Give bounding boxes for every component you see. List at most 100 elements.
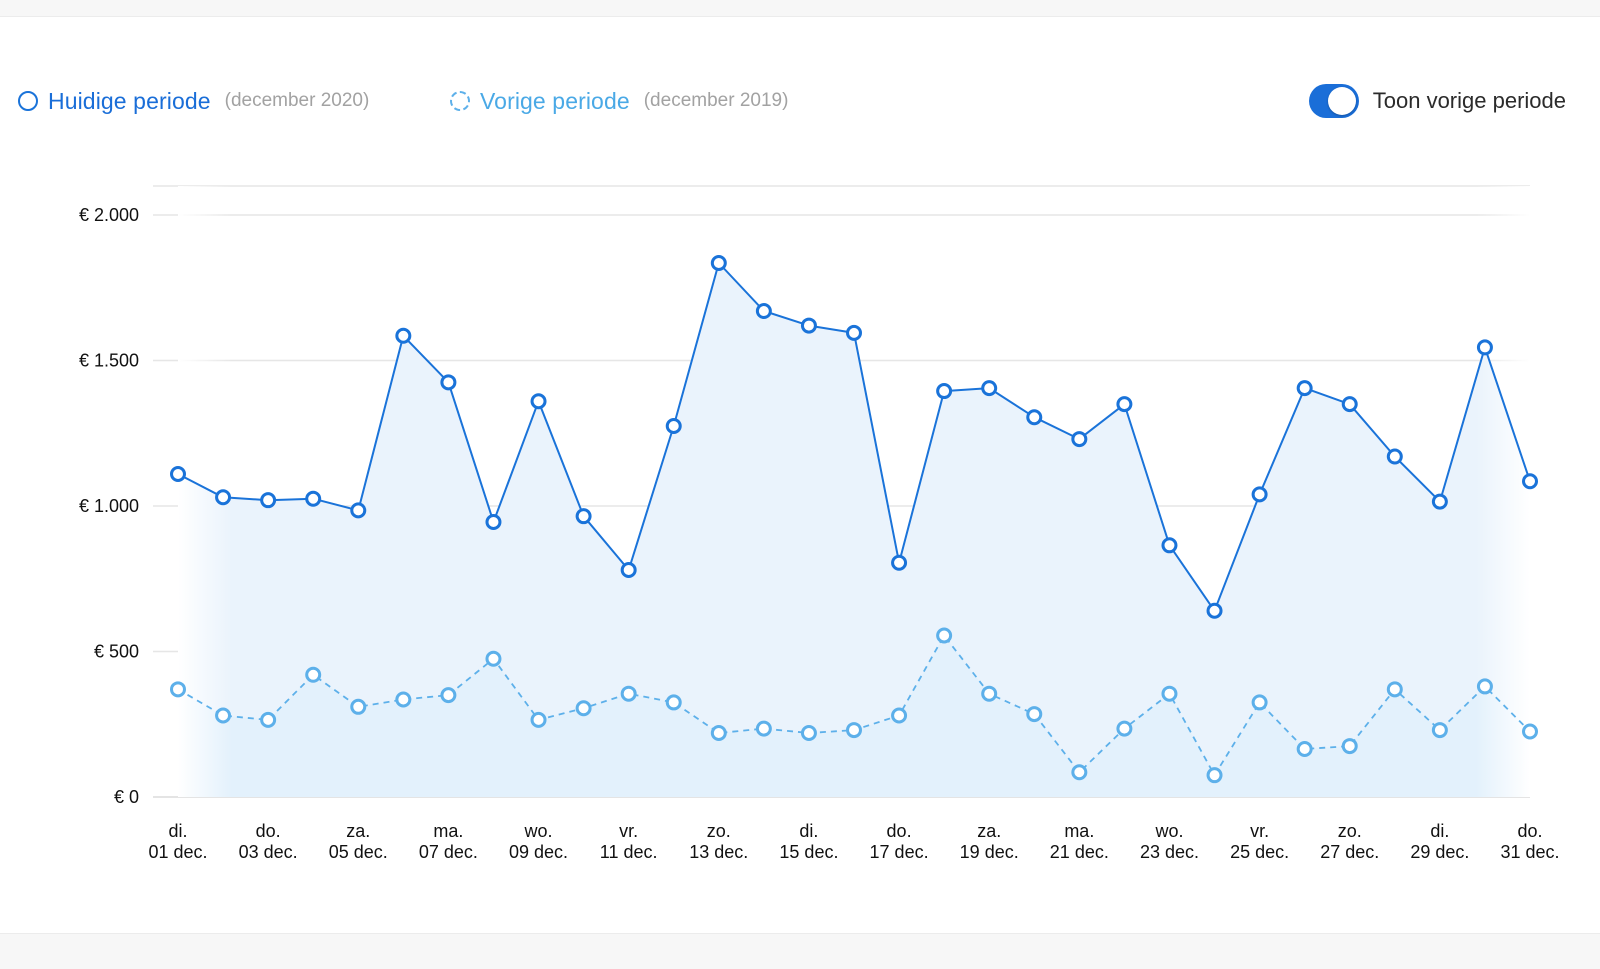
- data-point-current[interactable]: [1476, 339, 1493, 356]
- data-point-current[interactable]: [1386, 448, 1403, 465]
- x-tick-label: ma.21 dec.: [1050, 821, 1109, 862]
- x-tick-day: wo.: [524, 821, 553, 841]
- x-tick-date: 05 dec.: [329, 842, 388, 862]
- x-tick-day: vr.: [1250, 821, 1269, 841]
- data-point-previous[interactable]: [665, 694, 682, 711]
- data-point-previous[interactable]: [1386, 681, 1403, 698]
- data-point-previous[interactable]: [981, 685, 998, 702]
- data-point-previous[interactable]: [395, 691, 412, 708]
- data-point-previous[interactable]: [485, 650, 502, 667]
- data-point-previous[interactable]: [755, 720, 772, 737]
- x-tick-date: 25 dec.: [1230, 842, 1289, 862]
- data-point-previous[interactable]: [1206, 767, 1223, 784]
- data-point-current[interactable]: [665, 417, 682, 434]
- x-tick-date: 23 dec.: [1140, 842, 1199, 862]
- data-point-current[interactable]: [215, 489, 232, 506]
- x-tick-day: vr.: [619, 821, 638, 841]
- show-previous-period-toggle[interactable]: [1308, 84, 1359, 118]
- x-tick-day: zo.: [707, 821, 731, 841]
- data-point-current[interactable]: [1071, 431, 1088, 448]
- data-point-current[interactable]: [260, 492, 277, 509]
- data-point-current[interactable]: [530, 393, 547, 410]
- data-point-current[interactable]: [350, 502, 367, 519]
- x-tick-day: do.: [1517, 821, 1542, 841]
- data-point-current[interactable]: [485, 514, 502, 531]
- data-point-current[interactable]: [1522, 473, 1538, 490]
- x-tick-date: 19 dec.: [960, 842, 1019, 862]
- data-point-current[interactable]: [440, 374, 457, 391]
- data-point-current[interactable]: [1431, 493, 1448, 510]
- data-point-current[interactable]: [846, 324, 862, 341]
- x-tick-label: di.15 dec.: [779, 821, 838, 862]
- data-point-previous[interactable]: [305, 666, 322, 683]
- x-tick-day: ma.: [1064, 821, 1094, 841]
- data-point-current[interactable]: [1026, 409, 1043, 426]
- show-previous-period-label: Toon vorige periode: [1372, 88, 1566, 113]
- data-point-current[interactable]: [981, 380, 998, 397]
- x-tick-label: zo.13 dec.: [689, 821, 748, 862]
- data-point-current[interactable]: [936, 383, 953, 400]
- x-tick-label: do.17 dec.: [870, 821, 929, 862]
- y-tick-label: € 0: [114, 787, 139, 807]
- data-point-previous[interactable]: [936, 627, 953, 644]
- data-point-current[interactable]: [1251, 486, 1268, 503]
- x-tick-label: ma.07 dec.: [419, 821, 478, 862]
- data-point-previous[interactable]: [1026, 706, 1043, 723]
- data-point-previous[interactable]: [215, 707, 232, 724]
- x-tick-date: 01 dec.: [148, 842, 207, 862]
- data-point-previous[interactable]: [575, 700, 592, 717]
- data-point-previous[interactable]: [170, 681, 186, 698]
- x-tick-label: wo.09 dec.: [509, 821, 568, 862]
- data-point-previous[interactable]: [1161, 685, 1178, 702]
- data-point-previous[interactable]: [846, 722, 862, 739]
- x-tick-date: 07 dec.: [419, 842, 478, 862]
- data-point-previous[interactable]: [1071, 764, 1088, 781]
- legend-current-period[interactable]: Huidige periode (december 2020): [18, 86, 369, 116]
- data-point-previous[interactable]: [1296, 740, 1313, 757]
- data-point-previous[interactable]: [350, 698, 367, 715]
- series-points: [170, 255, 1538, 784]
- data-point-current[interactable]: [395, 327, 412, 344]
- x-tick-date: 15 dec.: [779, 842, 838, 862]
- data-point-previous[interactable]: [1251, 694, 1268, 711]
- legend-previous-period[interactable]: Vorige periode (december 2019): [450, 86, 788, 116]
- data-point-previous[interactable]: [440, 687, 457, 704]
- data-point-current[interactable]: [1296, 380, 1313, 397]
- x-tick-day: za.: [346, 821, 370, 841]
- x-tick-day: wo.: [1154, 821, 1183, 841]
- data-point-current[interactable]: [755, 303, 772, 320]
- x-tick-label: za.05 dec.: [329, 821, 388, 862]
- y-tick-label: € 1.500: [79, 351, 139, 371]
- data-point-previous[interactable]: [620, 685, 637, 702]
- data-point-previous[interactable]: [1476, 678, 1493, 695]
- data-point-previous[interactable]: [1341, 738, 1358, 755]
- data-point-previous[interactable]: [260, 711, 277, 728]
- area-edge-fade: [178, 186, 1530, 797]
- data-point-previous[interactable]: [800, 724, 817, 741]
- x-tick-date: 27 dec.: [1320, 842, 1379, 862]
- data-point-previous[interactable]: [1431, 722, 1448, 739]
- x-tick-day: do.: [256, 821, 281, 841]
- data-point-previous[interactable]: [1116, 720, 1133, 737]
- data-point-current[interactable]: [1116, 396, 1133, 413]
- toggle-knob: [1327, 87, 1356, 115]
- x-tick-label: vr.25 dec.: [1230, 821, 1289, 862]
- data-point-previous[interactable]: [891, 707, 908, 724]
- data-point-current[interactable]: [1206, 602, 1223, 619]
- x-tick-date: 13 dec.: [689, 842, 748, 862]
- data-point-current[interactable]: [710, 255, 727, 272]
- data-point-current[interactable]: [800, 317, 817, 334]
- x-tick-date: 29 dec.: [1410, 842, 1469, 862]
- data-point-current[interactable]: [891, 554, 908, 571]
- data-point-previous[interactable]: [1522, 723, 1538, 740]
- x-tick-label: do.31 dec.: [1500, 821, 1559, 862]
- data-point-current[interactable]: [575, 508, 592, 525]
- data-point-current[interactable]: [305, 490, 322, 507]
- legend-current-period-text: (december 2020): [224, 90, 370, 111]
- data-point-previous[interactable]: [710, 724, 727, 741]
- data-point-current[interactable]: [1341, 396, 1358, 413]
- data-point-current[interactable]: [620, 562, 637, 579]
- data-point-previous[interactable]: [530, 711, 547, 728]
- data-point-current[interactable]: [170, 465, 186, 482]
- data-point-current[interactable]: [1161, 537, 1178, 554]
